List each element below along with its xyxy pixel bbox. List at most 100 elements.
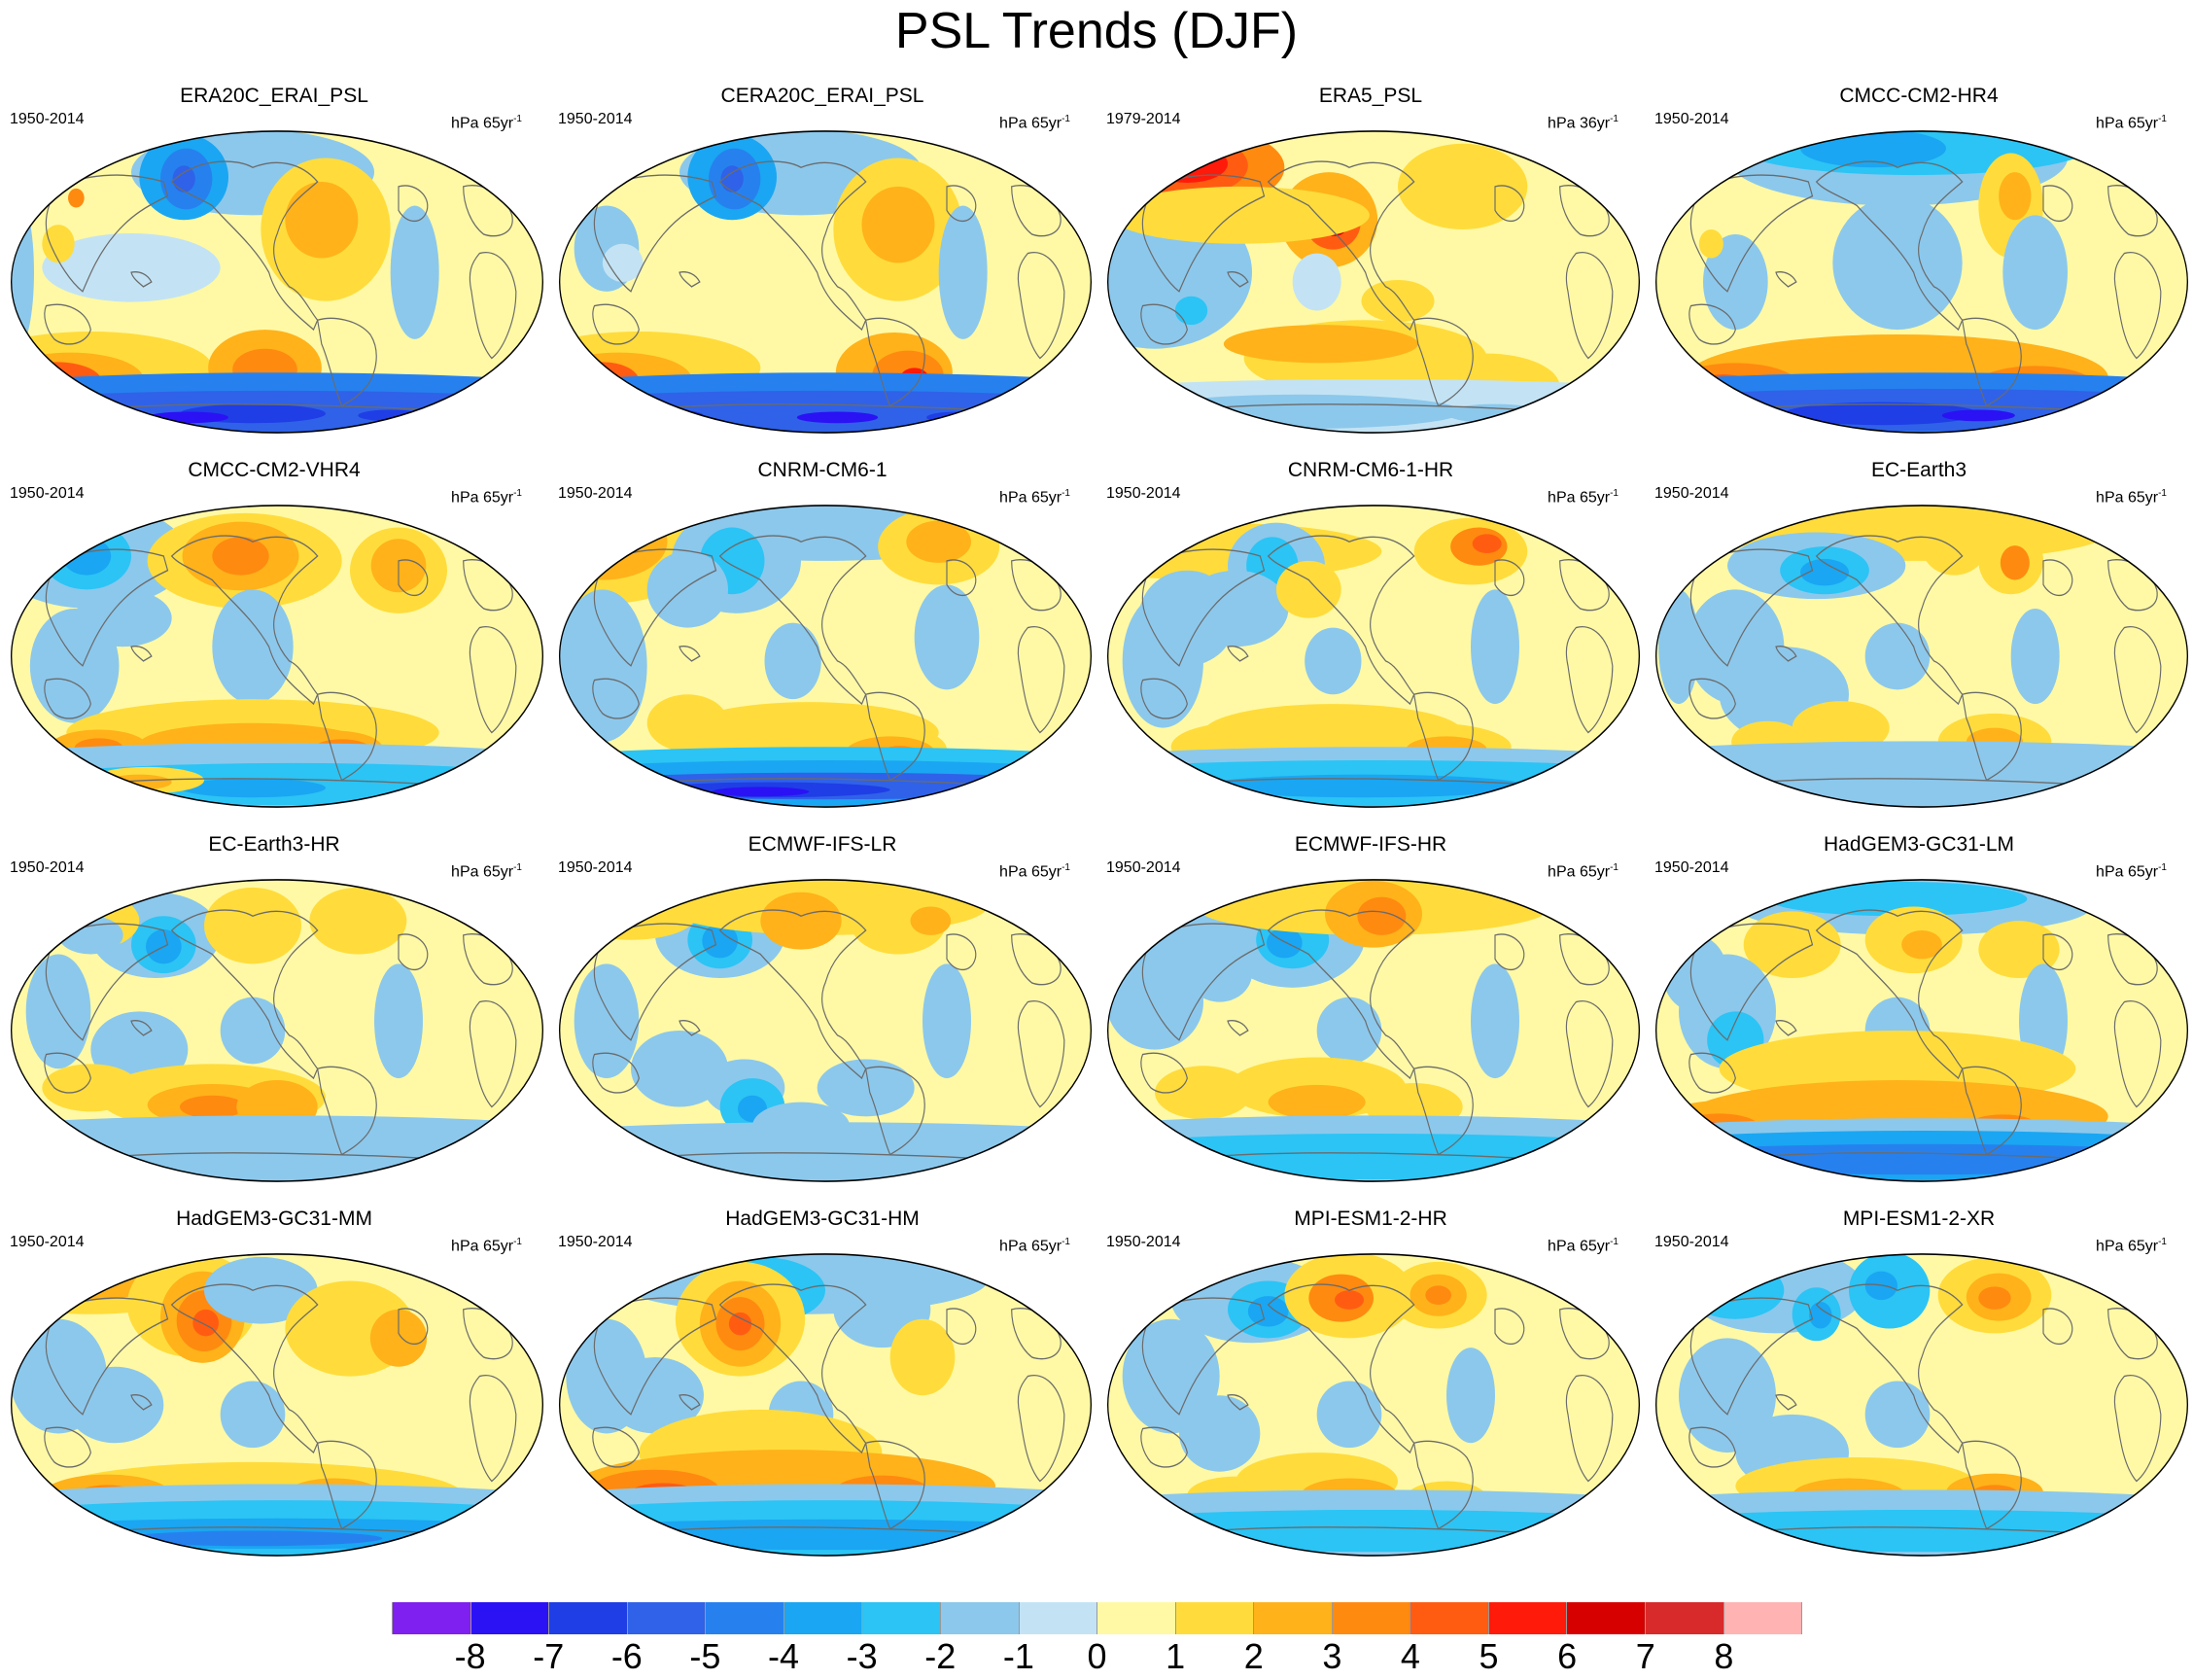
trend-map — [1107, 505, 1640, 808]
map-panel: CNRM-CM6-1-HR 1950-2014 hPa 65yr-1 — [1096, 447, 1645, 821]
coastline — [1494, 933, 1525, 971]
panel-period: 1950-2014 — [558, 859, 633, 876]
coastline — [1494, 559, 1525, 597]
coastline — [1267, 160, 1415, 332]
trend-contour — [1800, 558, 1849, 586]
coastline — [1412, 1440, 1474, 1530]
trend-contour — [1655, 1143, 2188, 1175]
trend-map — [559, 879, 1092, 1182]
panel-unit-exponent: -1 — [2158, 114, 2167, 124]
map-border — [559, 1253, 1092, 1557]
coastline — [1141, 548, 1266, 667]
trend-contour — [369, 1309, 428, 1367]
trend-contour — [1792, 701, 1890, 755]
panel-unit-text: hPa 65yr — [451, 489, 514, 507]
trend-contour — [204, 1256, 318, 1324]
panel-unit: hPa 65yr-1 — [2096, 858, 2167, 882]
trend-contour — [1292, 253, 1341, 311]
coastline — [864, 691, 925, 782]
coastline — [592, 678, 640, 719]
trend-map — [559, 505, 1092, 808]
colorbar-label: 5 — [1479, 1636, 1499, 1676]
coastline — [593, 923, 717, 1041]
colorbar-label: -3 — [846, 1636, 878, 1676]
coastline — [1961, 1440, 2022, 1530]
coastline — [592, 1426, 640, 1468]
trend-contour — [1110, 186, 1370, 244]
coastline — [1689, 174, 1814, 293]
coastline — [44, 1426, 91, 1468]
colorbar-label: 0 — [1087, 1636, 1107, 1676]
trend-contour — [1155, 1066, 1252, 1120]
coastline — [718, 1283, 867, 1454]
coastline — [170, 160, 319, 332]
trend-contour — [390, 205, 439, 339]
coastline — [679, 1020, 701, 1036]
trend-contour — [1864, 1381, 1931, 1449]
trend-contour — [574, 963, 640, 1079]
trend-contour — [712, 787, 810, 797]
panel-title: CMCC-CM2-HR4 — [1839, 85, 1999, 107]
coastline — [1565, 999, 1614, 1108]
trend-contour — [764, 622, 821, 700]
trend-contour — [602, 243, 644, 282]
trend-contour — [1316, 1381, 1382, 1449]
panel-unit-exponent: -1 — [1610, 862, 1619, 873]
coastline — [1412, 317, 1474, 407]
trend-contour — [1703, 233, 1768, 331]
trend-contour — [2000, 545, 2030, 580]
map-border — [10, 130, 543, 434]
trend-contour — [11, 1115, 543, 1182]
panel-unit-exponent: -1 — [1610, 114, 1619, 124]
coastline — [44, 678, 91, 719]
trend-map — [1655, 130, 2188, 434]
colorbar-label: 6 — [1557, 1636, 1578, 1676]
trend-contour — [1357, 896, 1407, 935]
map-border — [1655, 879, 2188, 1182]
panel-unit: hPa 65yr-1 — [1548, 484, 1619, 508]
panel-unit: hPa 36yr-1 — [1548, 110, 1619, 133]
colorbar-label: 1 — [1166, 1636, 1186, 1676]
trend-map — [1107, 1253, 1640, 1557]
coastline — [946, 933, 977, 971]
panel-unit: hPa 65yr-1 — [451, 110, 522, 133]
trend-contour — [1268, 1084, 1366, 1120]
trend-field — [559, 879, 1092, 1182]
map-panel: MPI-ESM1-2-XR 1950-2014 hPa 65yr-1 — [1645, 1196, 2193, 1569]
trend-contour — [1922, 517, 1987, 576]
panel-unit: hPa 65yr-1 — [999, 484, 1070, 508]
trend-contour — [25, 954, 91, 1069]
panel-unit-text: hPa 36yr — [1548, 115, 1611, 132]
trend-contour — [212, 589, 294, 705]
coastline — [1775, 1020, 1797, 1036]
panel-unit: hPa 65yr-1 — [2096, 1233, 2167, 1256]
map-panel: HadGEM3-GC31-HM 1950-2014 hPa 65yr-1 — [548, 1196, 1096, 1569]
panel-title: MPI-ESM1-2-HR — [1294, 1208, 1447, 1230]
trend-contour — [702, 924, 738, 959]
map-border — [10, 505, 543, 808]
panel-period: 1950-2014 — [10, 859, 85, 876]
colorbar-label: 4 — [1400, 1636, 1420, 1676]
panel-unit-text: hPa 65yr — [999, 115, 1062, 132]
trend-contour — [1138, 394, 1463, 430]
coastline — [592, 1052, 640, 1094]
map-panel: ECMWF-IFS-LR 1950-2014 hPa 65yr-1 — [548, 822, 1096, 1195]
panel-unit: hPa 65yr-1 — [451, 858, 522, 882]
trend-contour — [1941, 409, 2015, 422]
trend-contour — [914, 584, 980, 690]
trend-contour — [212, 537, 269, 576]
coastline — [1688, 678, 1736, 719]
coastline — [45, 1297, 169, 1416]
trend-contour — [27, 375, 63, 395]
coastline — [45, 923, 169, 1041]
panel-unit: hPa 65yr-1 — [451, 484, 522, 508]
coastline — [1227, 1394, 1249, 1411]
panel-unit: hPa 65yr-1 — [999, 858, 1070, 882]
colorbar-swatch — [1332, 1602, 1411, 1634]
trend-contour — [1901, 929, 1942, 960]
map-panel: EC-Earth3 1950-2014 hPa 65yr-1 — [1645, 447, 2193, 821]
coastline — [864, 1440, 925, 1530]
coastline — [44, 303, 91, 345]
trend-contour — [1361, 280, 1435, 323]
panel-unit-exponent: -1 — [1610, 488, 1619, 499]
